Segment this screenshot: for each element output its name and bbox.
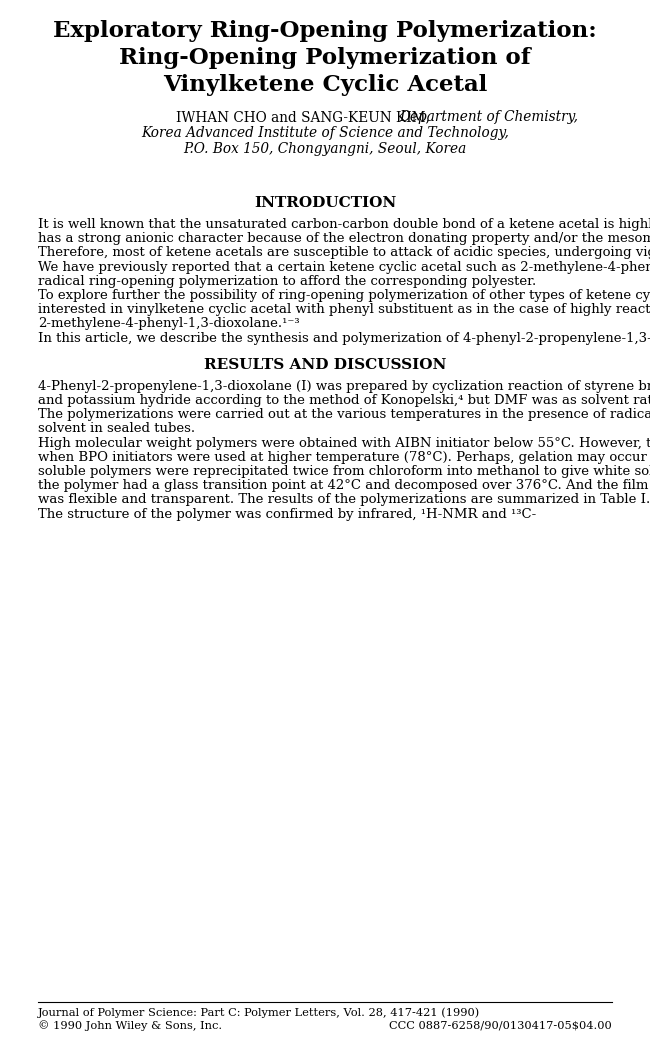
Text: In this article, we describe the synthesis and polymerization of 4-phenyl-2-prop: In this article, we describe the synthes… <box>38 332 650 344</box>
Text: 2-methylene-4-phenyl-1,3-dioxolane.¹⁻³: 2-methylene-4-phenyl-1,3-dioxolane.¹⁻³ <box>38 317 300 331</box>
Text: CCC 0887-6258/90/0130417-05$04.00: CCC 0887-6258/90/0130417-05$04.00 <box>389 1020 612 1030</box>
Text: was flexible and transparent. The results of the polymerizations are summarized : was flexible and transparent. The result… <box>38 493 650 507</box>
Text: The polymerizations were carried out at the various temperatures in the presence: The polymerizations were carried out at … <box>38 408 650 421</box>
Text: Vinylketene Cyclic Acetal: Vinylketene Cyclic Acetal <box>162 74 488 96</box>
Text: Journal of Polymer Science: Part C: Polymer Letters, Vol. 28, 417-421 (1990): Journal of Polymer Science: Part C: Poly… <box>38 1007 480 1018</box>
Text: Ring-Opening Polymerization of: Ring-Opening Polymerization of <box>119 47 531 69</box>
Text: We have previously reported that a certain ketene cyclic acetal such as 2-methyl: We have previously reported that a certa… <box>38 261 650 273</box>
Text: Therefore, most of ketene acetals are susceptible to attack of acidic species, u: Therefore, most of ketene acetals are su… <box>38 246 650 260</box>
Text: INTRODUCTION: INTRODUCTION <box>254 196 396 210</box>
Text: has a strong anionic character because of the electron donating property and/or : has a strong anionic character because o… <box>38 232 650 245</box>
Text: the polymer had a glass transition point at 42°C and decomposed over 376°C. And : the polymer had a glass transition point… <box>38 480 650 492</box>
Text: soluble polymers were reprecipitated twice from chloroform into methanol to give: soluble polymers were reprecipitated twi… <box>38 465 650 478</box>
Text: and potassium hydride according to the method of Konopelski,⁴ but DMF was as sol: and potassium hydride according to the m… <box>38 394 650 407</box>
Text: To explore further the possibility of ring-opening polymerization of other types: To explore further the possibility of ri… <box>38 289 650 302</box>
Text: P.O. Box 150, Chongyangni, Seoul, Korea: P.O. Box 150, Chongyangni, Seoul, Korea <box>183 142 467 156</box>
Text: © 1990 John Wiley & Sons, Inc.: © 1990 John Wiley & Sons, Inc. <box>38 1020 222 1031</box>
Text: radical ring-opening polymerization to afford the corresponding polyester.: radical ring-opening polymerization to a… <box>38 274 536 288</box>
Text: Korea Advanced Institute of Science and Technology,: Korea Advanced Institute of Science and … <box>141 126 509 140</box>
Text: when BPO initiators were used at higher temperature (78°C). Perhaps, gelation ma: when BPO initiators were used at higher … <box>38 451 650 464</box>
Text: interested in vinylketene cyclic acetal with phenyl substituent as in the case o: interested in vinylketene cyclic acetal … <box>38 304 650 316</box>
Text: The structure of the polymer was confirmed by infrared, ¹H-NMR and ¹³C-: The structure of the polymer was confirm… <box>38 508 536 520</box>
Text: RESULTS AND DISCUSSION: RESULTS AND DISCUSSION <box>204 358 446 372</box>
Text: solvent in sealed tubes.: solvent in sealed tubes. <box>38 422 195 436</box>
Text: It is well known that the unsaturated carbon-carbon double bond of a ketene acet: It is well known that the unsaturated ca… <box>38 218 650 231</box>
Text: 4-Phenyl-2-propenylene-1,3-dioxolane (I) was prepared by cyclization reaction of: 4-Phenyl-2-propenylene-1,3-dioxolane (I)… <box>38 380 650 393</box>
Text: IWHAN CHO and SANG-KEUN KIM,: IWHAN CHO and SANG-KEUN KIM, <box>176 110 430 124</box>
Text: Department of Chemistry,: Department of Chemistry, <box>399 110 578 124</box>
Text: Exploratory Ring-Opening Polymerization:: Exploratory Ring-Opening Polymerization: <box>53 20 597 42</box>
Text: High molecular weight polymers were obtained with AIBN initiator below 55°C. How: High molecular weight polymers were obta… <box>38 437 650 449</box>
